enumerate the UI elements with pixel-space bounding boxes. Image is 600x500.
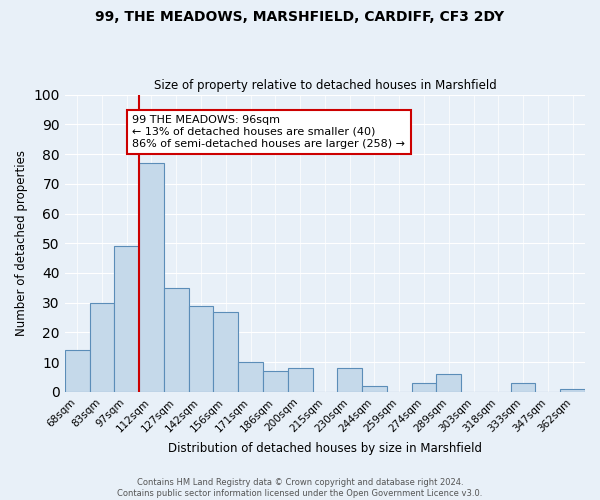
Bar bbox=[288, 368, 313, 392]
Text: 99 THE MEADOWS: 96sqm
← 13% of detached houses are smaller (40)
86% of semi-deta: 99 THE MEADOWS: 96sqm ← 13% of detached … bbox=[133, 116, 406, 148]
Bar bbox=[511, 383, 535, 392]
Bar bbox=[560, 389, 585, 392]
Bar bbox=[214, 312, 238, 392]
Title: Size of property relative to detached houses in Marshfield: Size of property relative to detached ho… bbox=[154, 79, 496, 92]
Bar bbox=[188, 306, 214, 392]
Y-axis label: Number of detached properties: Number of detached properties bbox=[15, 150, 28, 336]
Text: 99, THE MEADOWS, MARSHFIELD, CARDIFF, CF3 2DY: 99, THE MEADOWS, MARSHFIELD, CARDIFF, CF… bbox=[95, 10, 505, 24]
Bar bbox=[436, 374, 461, 392]
Bar bbox=[164, 288, 188, 392]
Bar bbox=[65, 350, 89, 392]
Bar bbox=[89, 302, 115, 392]
Bar bbox=[263, 371, 288, 392]
Bar bbox=[412, 383, 436, 392]
Bar bbox=[139, 163, 164, 392]
Bar bbox=[115, 246, 139, 392]
Bar bbox=[362, 386, 387, 392]
Bar bbox=[238, 362, 263, 392]
Text: Contains HM Land Registry data © Crown copyright and database right 2024.
Contai: Contains HM Land Registry data © Crown c… bbox=[118, 478, 482, 498]
X-axis label: Distribution of detached houses by size in Marshfield: Distribution of detached houses by size … bbox=[168, 442, 482, 455]
Bar bbox=[337, 368, 362, 392]
